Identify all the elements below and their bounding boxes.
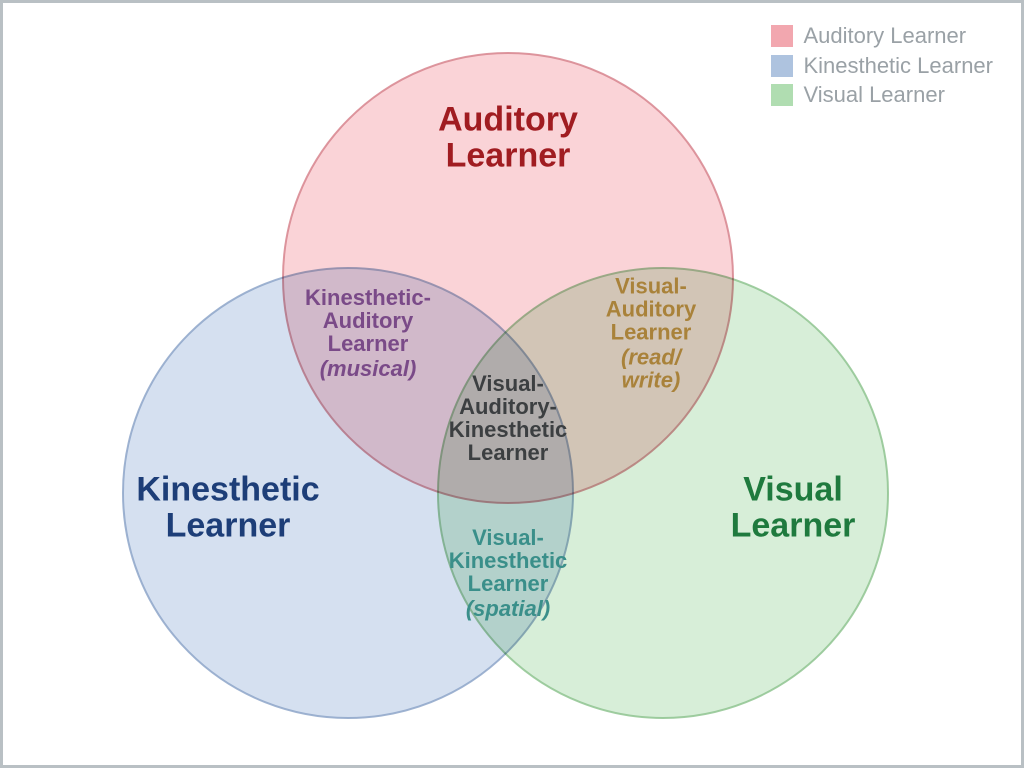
text: Auditory <box>606 296 696 321</box>
legend-label: Kinesthetic Learner <box>803 51 993 81</box>
legend-item-visual: Visual Learner <box>771 80 993 110</box>
text: Learner <box>731 506 856 544</box>
text: Kinesthetic <box>136 470 319 508</box>
text: Learner <box>328 331 409 356</box>
text: Visual- <box>472 525 544 550</box>
label-visual-kinesthetic: Visual- Kinesthetic Learner (spatial) <box>449 526 568 620</box>
legend: Auditory Learner Kinesthetic Learner Vis… <box>771 21 993 110</box>
text: Learner <box>468 440 549 465</box>
legend-item-kinesthetic: Kinesthetic Learner <box>771 51 993 81</box>
legend-item-auditory: Auditory Learner <box>771 21 993 51</box>
legend-label: Visual Learner <box>803 80 944 110</box>
text: Learner <box>446 136 571 174</box>
legend-swatch <box>771 25 793 47</box>
text: Learner <box>468 571 549 596</box>
subtext: (spatial) <box>449 597 568 620</box>
label-visual: Visual Learner <box>731 472 856 543</box>
text: Learner <box>166 506 291 544</box>
text: Learner <box>611 319 692 344</box>
legend-swatch <box>771 55 793 77</box>
text: Kinesthetic <box>449 548 568 573</box>
text: Auditory- <box>459 394 557 419</box>
label-kinesthetic: Kinesthetic Learner <box>136 472 319 543</box>
legend-label: Auditory Learner <box>803 21 966 51</box>
text: Visual <box>743 470 843 508</box>
label-auditory: Auditory Learner <box>438 102 578 173</box>
label-visual-auditory: Visual- Auditory Learner (read/write) <box>606 274 696 391</box>
subtext: (musical) <box>305 357 431 380</box>
text: Kinesthetic- <box>305 285 431 310</box>
text: Visual- <box>615 273 687 298</box>
subtext: (read/write) <box>606 346 696 392</box>
text: Auditory <box>323 308 413 333</box>
label-center: Visual- Auditory- Kinesthetic Learner <box>449 372 568 464</box>
legend-swatch <box>771 84 793 106</box>
text: Kinesthetic <box>449 417 568 442</box>
label-kinesthetic-auditory: Kinesthetic- Auditory Learner (musical) <box>305 286 431 380</box>
text: Auditory <box>438 100 578 138</box>
diagram-frame: Auditory Learner Kinesthetic Learner Vis… <box>0 0 1024 768</box>
text: Visual- <box>472 371 544 396</box>
